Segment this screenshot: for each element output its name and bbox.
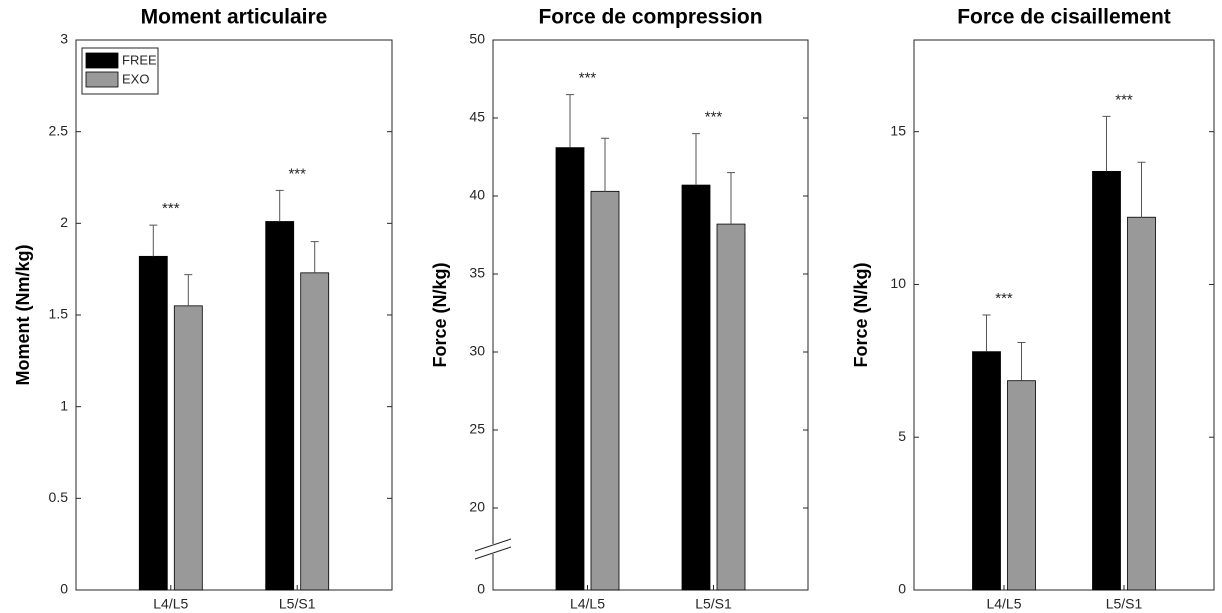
axes-box [492, 39, 809, 591]
legend-label: EXO [122, 71, 149, 86]
error-bar [692, 133, 700, 186]
error-bar [1102, 115, 1111, 172]
bar [265, 221, 295, 591]
y-tick-label: 0 [477, 581, 485, 597]
axes-box [75, 39, 393, 591]
chart-title: Moment articulaire [141, 6, 328, 29]
y-tick-label: 35 [469, 265, 485, 281]
y-tick-label: 15 [890, 122, 906, 138]
y-tick-label: 45 [469, 109, 485, 125]
legend-label: FREE [122, 52, 157, 67]
legend-swatch [85, 52, 119, 69]
bar [590, 190, 620, 591]
y-axis-label: Force (N/kg) [851, 262, 871, 367]
y-tick-label: 40 [469, 187, 485, 203]
y-tick-label: 20 [469, 499, 485, 515]
y-tick-label: 0.5 [49, 489, 69, 505]
axis-break [474, 538, 512, 552]
bar [1007, 380, 1036, 591]
significance: *** [579, 70, 597, 87]
bar [300, 272, 330, 591]
error-bar [184, 274, 193, 306]
error-bar [601, 137, 609, 192]
x-tick-label: L4/L5 [570, 596, 605, 612]
chart-title: Force de compression [538, 6, 762, 29]
y-tick-label: 2.5 [49, 122, 69, 138]
axis-break [474, 546, 512, 560]
bar [1127, 216, 1156, 591]
y-axis-label: Force (N/kg) [430, 262, 450, 367]
error-bar [982, 314, 991, 352]
error-bar [275, 189, 284, 222]
bar [138, 255, 168, 591]
y-tick-label: 50 [469, 31, 485, 47]
bar [681, 184, 711, 591]
bar [173, 305, 203, 591]
error-bar [566, 94, 574, 148]
x-tick-label: L5/S1 [695, 596, 732, 612]
y-tick-label: 5 [898, 428, 906, 444]
significance: *** [288, 165, 306, 182]
x-tick-label: L4/L5 [986, 596, 1021, 612]
error-bar [727, 172, 735, 225]
axis-break-gap [473, 544, 513, 554]
y-tick-label: 25 [469, 421, 485, 437]
bar [716, 223, 746, 591]
chart-title: Force de cisaillement [957, 6, 1171, 29]
error-bar [310, 241, 319, 273]
significance: *** [1115, 91, 1133, 108]
bar [555, 147, 585, 591]
y-tick-label: 2 [60, 214, 68, 230]
y-axis-label: Moment (Nm/kg) [13, 245, 33, 386]
error-bar [149, 224, 158, 257]
x-tick-label: L5/S1 [1106, 596, 1143, 612]
error-bar [1137, 161, 1146, 218]
significance: *** [162, 200, 180, 217]
significance: *** [995, 290, 1013, 307]
y-tick-label: 0 [898, 581, 906, 597]
y-tick-label: 1.5 [49, 306, 69, 322]
y-tick-label: 0 [60, 581, 68, 597]
legend-swatch [85, 71, 119, 88]
y-tick-label: 10 [890, 275, 906, 291]
y-tick-label: 1 [60, 397, 68, 413]
y-tick-label: 3 [60, 31, 68, 47]
bar [1092, 170, 1121, 591]
axes-box [913, 39, 1215, 591]
x-tick-label: L5/S1 [279, 596, 316, 612]
y-tick-label: 30 [469, 343, 485, 359]
error-bar [1017, 342, 1026, 381]
bar [972, 351, 1001, 591]
x-tick-label: L4/L5 [153, 596, 188, 612]
significance: *** [705, 109, 723, 126]
